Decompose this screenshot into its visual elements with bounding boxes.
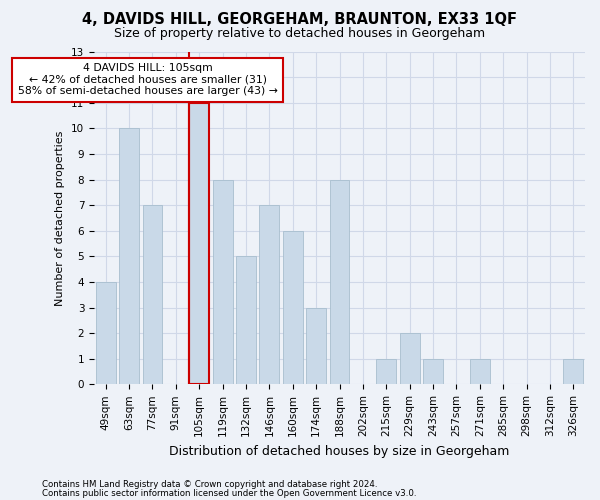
Bar xyxy=(189,102,209,384)
Bar xyxy=(400,333,419,384)
Bar xyxy=(259,205,279,384)
Text: 4 DAVIDS HILL: 105sqm
← 42% of detached houses are smaller (31)
58% of semi-deta: 4 DAVIDS HILL: 105sqm ← 42% of detached … xyxy=(18,63,278,96)
Bar xyxy=(376,358,396,384)
Bar xyxy=(143,205,163,384)
Bar xyxy=(283,230,302,384)
Text: 4, DAVIDS HILL, GEORGEHAM, BRAUNTON, EX33 1QF: 4, DAVIDS HILL, GEORGEHAM, BRAUNTON, EX3… xyxy=(83,12,517,28)
Y-axis label: Number of detached properties: Number of detached properties xyxy=(55,130,65,306)
Bar xyxy=(236,256,256,384)
Bar xyxy=(470,358,490,384)
Text: Contains HM Land Registry data © Crown copyright and database right 2024.: Contains HM Land Registry data © Crown c… xyxy=(42,480,377,489)
Bar xyxy=(423,358,443,384)
Bar xyxy=(563,358,583,384)
Text: Size of property relative to detached houses in Georgeham: Size of property relative to detached ho… xyxy=(115,28,485,40)
X-axis label: Distribution of detached houses by size in Georgeham: Distribution of detached houses by size … xyxy=(169,444,509,458)
Bar xyxy=(212,180,233,384)
Bar xyxy=(306,308,326,384)
Text: Contains public sector information licensed under the Open Government Licence v3: Contains public sector information licen… xyxy=(42,488,416,498)
Bar xyxy=(119,128,139,384)
Bar xyxy=(96,282,116,384)
Bar xyxy=(329,180,349,384)
